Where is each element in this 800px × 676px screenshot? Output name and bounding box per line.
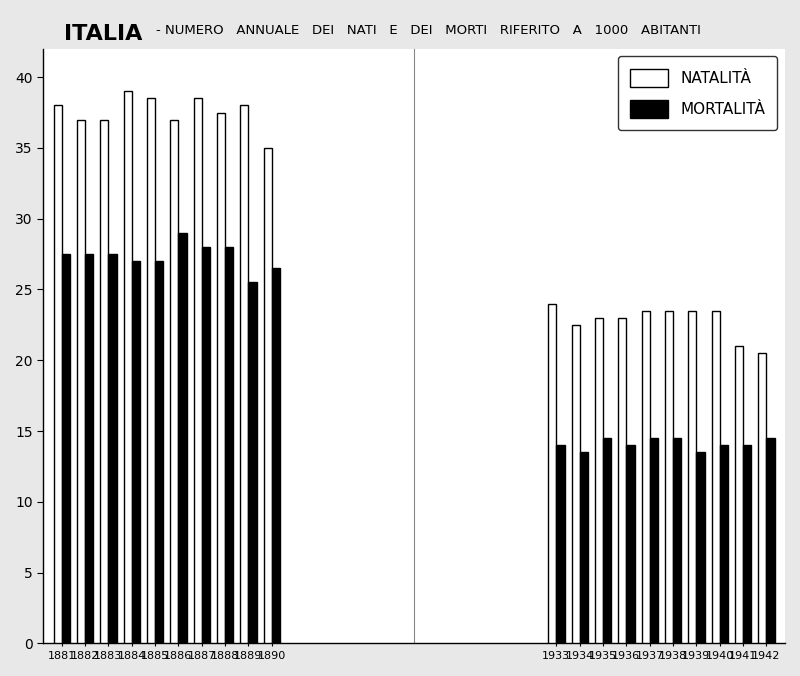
Bar <box>100 120 108 644</box>
Bar <box>248 283 257 644</box>
Bar <box>155 261 163 644</box>
Bar <box>178 233 186 644</box>
Bar <box>62 254 70 644</box>
Bar <box>650 438 658 644</box>
Bar <box>595 318 603 644</box>
Bar <box>743 445 751 644</box>
Bar <box>85 254 94 644</box>
Bar <box>642 311 650 644</box>
Bar <box>194 98 202 644</box>
Bar <box>202 247 210 644</box>
Bar <box>766 438 774 644</box>
Bar <box>673 438 681 644</box>
Bar <box>147 98 155 644</box>
Bar <box>123 91 132 644</box>
Bar <box>108 254 117 644</box>
Bar <box>758 353 766 644</box>
Bar <box>618 318 626 644</box>
Bar <box>603 438 611 644</box>
Legend: NATALITÀ, MORTALITÀ: NATALITÀ, MORTALITÀ <box>618 56 778 130</box>
Bar <box>626 445 634 644</box>
Bar <box>132 261 140 644</box>
Bar <box>240 105 248 644</box>
Bar <box>711 311 720 644</box>
Bar <box>225 247 233 644</box>
Bar <box>688 311 696 644</box>
Bar <box>735 346 743 644</box>
Bar <box>263 148 272 644</box>
Bar <box>720 445 728 644</box>
Bar <box>571 325 580 644</box>
Bar <box>77 120 85 644</box>
Bar <box>54 105 62 644</box>
Text: ITALIA: ITALIA <box>64 24 142 44</box>
Bar <box>580 452 588 644</box>
Bar <box>548 304 556 644</box>
Bar <box>696 452 705 644</box>
Bar <box>217 112 225 644</box>
Bar <box>272 268 280 644</box>
Text: - NUMERO   ANNUALE   DEI   NATI   E   DEI   MORTI   RIFERITO   A   1000   ABITAN: - NUMERO ANNUALE DEI NATI E DEI MORTI RI… <box>156 24 701 37</box>
Bar <box>665 311 673 644</box>
Bar <box>556 445 565 644</box>
Bar <box>170 120 178 644</box>
